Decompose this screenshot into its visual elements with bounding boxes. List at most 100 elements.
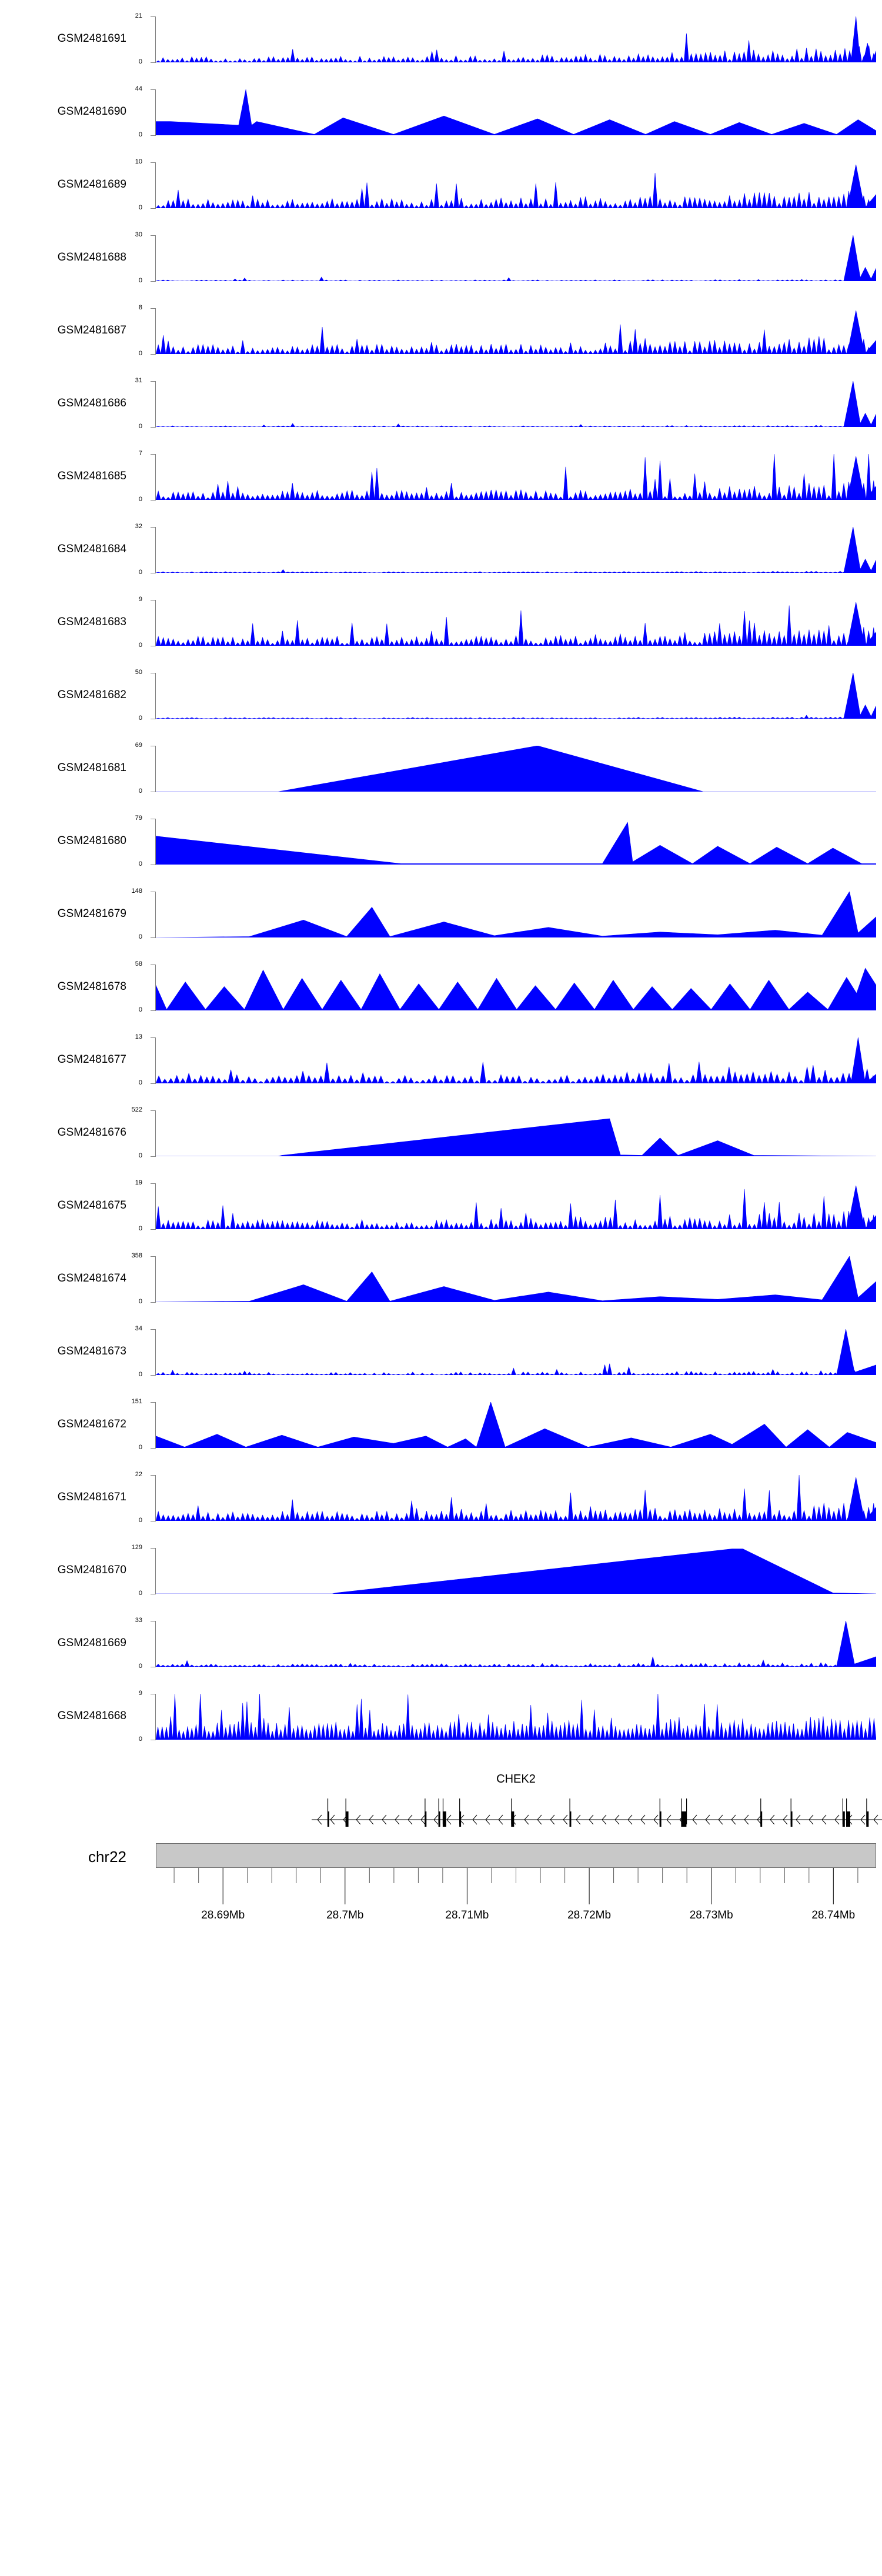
- track-y-axis: 129 0: [132, 1544, 156, 1597]
- coverage-plot: [156, 1037, 876, 1083]
- exon-box: [846, 1811, 850, 1827]
- strand-arrow-left-icon: [873, 1814, 878, 1825]
- coverage-track: GSM2481674 358 0: [0, 1253, 882, 1305]
- track-y-axis: 69 0: [135, 742, 156, 795]
- y-axis-tick-min: [151, 1375, 156, 1376]
- y-axis-line: [155, 819, 156, 865]
- coverage-area: [156, 1256, 876, 1302]
- coverage-track: GSM2481682 50 0: [0, 669, 882, 722]
- strand-arrow-left-icon: [537, 1814, 542, 1825]
- y-axis-tick-max: [151, 454, 156, 455]
- y-axis-tick-max: [151, 1110, 156, 1111]
- track-label: GSM2481684: [57, 543, 126, 555]
- strand-arrow-left-icon: [627, 1814, 633, 1825]
- coverage-area: [156, 89, 876, 135]
- exon-box: [459, 1811, 462, 1827]
- coverage-area: [156, 1118, 876, 1156]
- chromosome-axis-track: chr22 28.69Mb 28.7Mb 28.71Mb 28.72Mb 28.73Mb 2…: [0, 1843, 882, 1955]
- coverage-plot: [156, 600, 876, 646]
- coverage-area: [156, 235, 876, 281]
- track-label: GSM2481675: [57, 1199, 126, 1212]
- coverage-track: GSM2481685 7 0: [0, 451, 882, 503]
- coverage-track: GSM2481673 34 0: [0, 1326, 882, 1378]
- y-axis-tick-min: [151, 1156, 156, 1157]
- track-label: GSM2481672: [57, 1418, 126, 1430]
- coverage-plot: [156, 527, 876, 573]
- coverage-track: GSM2481680 79 0: [0, 815, 882, 867]
- axis-tick-label: 28.71Mb: [445, 1909, 489, 1921]
- strand-arrow-left-icon: [860, 1814, 866, 1825]
- y-axis-tick-min: [151, 354, 156, 355]
- coverage-area: [156, 527, 876, 573]
- coverage-track: GSM2481670 129 0: [0, 1544, 882, 1597]
- strand-arrow-left-icon: [317, 1814, 322, 1825]
- y-axis-line: [155, 1475, 156, 1521]
- coverage-track: GSM2481681 69 0: [0, 742, 882, 795]
- coverage-area: [156, 1402, 876, 1448]
- coverage-area: [156, 892, 876, 937]
- y-axis-tick-max: [151, 308, 156, 309]
- coverage-track: GSM2481678 58 0: [0, 961, 882, 1013]
- coverage-area: [156, 1037, 876, 1083]
- chromosome-ideogram-bar[interactable]: [156, 1843, 876, 1868]
- coverage-track: GSM2481691 21 0: [0, 12, 882, 65]
- exon-box: [345, 1811, 349, 1827]
- coverage-area: [156, 1694, 876, 1740]
- axis-tick-label: 28.73Mb: [690, 1909, 733, 1921]
- y-axis-line: [155, 454, 156, 500]
- y-axis-tick-max: [151, 89, 156, 90]
- exon-box: [569, 1811, 572, 1827]
- strand-arrow-left-icon: [589, 1814, 594, 1825]
- y-axis-line: [155, 1548, 156, 1594]
- coverage-plot: [156, 1402, 876, 1448]
- y-axis-max-label: 69: [135, 742, 142, 749]
- y-axis-max-label: 8: [138, 304, 142, 311]
- strand-arrow-left-icon: [356, 1814, 361, 1825]
- strand-arrow-left-icon: [369, 1814, 374, 1825]
- y-axis-max-label: 21: [135, 12, 142, 19]
- track-label: GSM2481670: [57, 1564, 126, 1576]
- y-axis-max-label: 9: [138, 596, 142, 603]
- exon-box: [425, 1811, 427, 1827]
- track-y-axis: 79 0: [135, 815, 156, 867]
- coverage-track: GSM2481672 151 0: [0, 1399, 882, 1451]
- strand-arrow-left-icon: [653, 1814, 659, 1825]
- y-axis-tick-min: [151, 281, 156, 282]
- y-axis-min-label: 0: [138, 715, 142, 722]
- coverage-area: [156, 822, 876, 865]
- track-label: GSM2481679: [57, 907, 126, 920]
- y-axis-max-label: 30: [135, 231, 142, 238]
- coverage-plot: [156, 1329, 876, 1375]
- y-axis-max-label: 148: [131, 887, 142, 895]
- coverage-plot: [156, 1110, 876, 1156]
- track-y-axis: 58 0: [135, 961, 156, 1013]
- coverage-track: GSM2481689 10 0: [0, 159, 882, 211]
- coverage-area: [156, 602, 876, 646]
- y-axis-line: [155, 1621, 156, 1667]
- y-axis-tick-min: [151, 1010, 156, 1011]
- strand-arrow-left-icon: [744, 1814, 749, 1825]
- y-axis-min-label: 0: [138, 1225, 142, 1232]
- axis-tick-label: 28.7Mb: [326, 1909, 363, 1921]
- strand-arrow-left-icon: [718, 1814, 723, 1825]
- strand-arrow-left-icon: [602, 1814, 607, 1825]
- coverage-area: [156, 1549, 876, 1594]
- coverage-plot: [156, 1548, 876, 1594]
- coverage-area: [156, 16, 876, 62]
- y-axis-min-label: 0: [138, 350, 142, 357]
- y-axis-tick-max: [151, 235, 156, 236]
- y-axis-min-label: 0: [138, 423, 142, 430]
- track-y-axis: 13 0: [135, 1034, 156, 1086]
- y-axis-min-label: 0: [138, 1663, 142, 1670]
- strand-arrow-left-icon: [576, 1814, 581, 1825]
- y-axis-min-label: 0: [138, 204, 142, 211]
- y-axis-max-label: 32: [135, 523, 142, 530]
- track-label: GSM2481668: [57, 1710, 126, 1722]
- coverage-track: GSM2481676 522 0: [0, 1107, 882, 1159]
- strand-arrow-left-icon: [433, 1814, 439, 1825]
- y-axis-min-label: 0: [138, 496, 142, 503]
- y-axis-min-label: 0: [138, 1006, 142, 1013]
